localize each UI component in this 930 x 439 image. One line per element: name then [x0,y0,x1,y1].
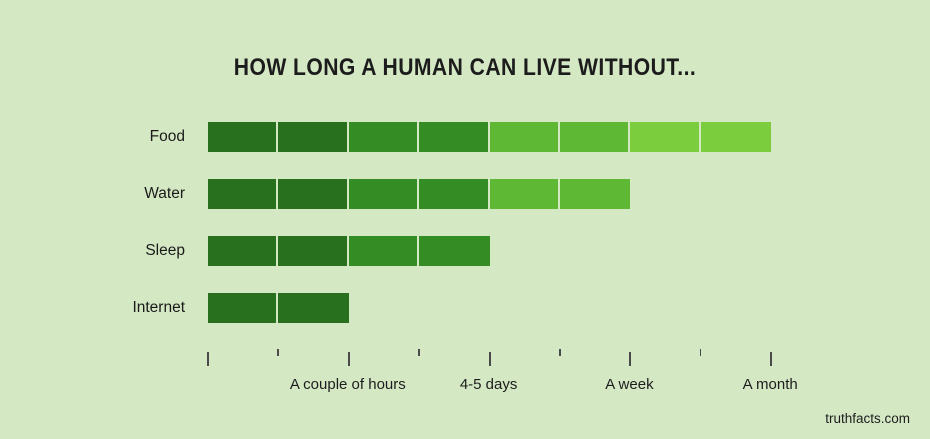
axis-tick-minor [277,349,279,356]
bar-segment [278,293,349,323]
bar-segment [489,122,558,152]
bar-segment [348,236,418,266]
category-label: Sleep [145,242,185,259]
category-label: Water [144,185,185,202]
bar-row: Food [0,122,930,152]
bar-row: Internet [0,293,930,323]
bar-segment [278,236,347,266]
bar-segment [419,236,490,266]
bar-segment [560,122,629,152]
bar-segment [700,122,772,152]
bar-segment [419,122,488,152]
bar-segment [348,179,418,209]
bar-row: Sleep [0,236,930,266]
bar-segment [630,122,699,152]
axis-tick-minor [418,349,420,356]
axis-tick-major [770,352,773,366]
category-label: Food [149,128,185,145]
axis-tick-label: A month [742,376,798,393]
axis-tick-label: 4-5 days [459,376,518,393]
axis-tick-label: A couple of hours [289,376,406,393]
bar-segment [560,179,631,209]
bar-segment [208,122,277,152]
axis-tick-major [629,352,632,366]
bar-segment [208,179,277,209]
bar-segment [348,122,418,152]
axis-tick-major [488,352,491,366]
category-label: Internet [132,299,185,316]
credit-watermark: truthfacts.com [825,411,910,426]
bar-segment [208,236,277,266]
bar-segment [489,179,558,209]
axis-tick-major [347,352,350,366]
axis-tick-minor [699,349,702,356]
bar-row: Water [0,179,930,209]
bar-segment [278,179,347,209]
axis-tick-label: A week [605,376,654,393]
axis-tick-minor [559,349,561,356]
bar-segment [419,179,488,209]
bar-segment [278,122,347,152]
chart-title: HOW LONG A HUMAN CAN LIVE WITHOUT... [233,54,697,81]
axis-tick-major [207,352,209,366]
bar-segment [208,293,277,323]
